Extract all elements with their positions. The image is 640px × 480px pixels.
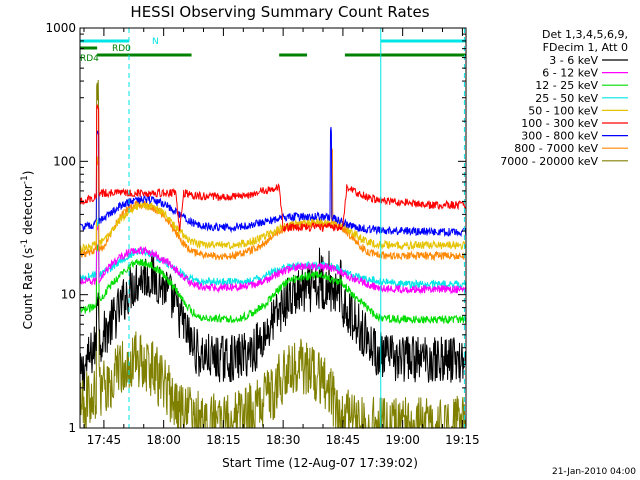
x-tick-label: 18:30 — [266, 433, 301, 447]
y-tick-label: 10 — [61, 288, 76, 302]
series-line-6 — [79, 126, 467, 238]
x-axis-label: Start Time (12-Aug-07 17:39:02) — [222, 456, 418, 470]
flag-label-rd0: RD0 — [112, 44, 131, 54]
y-axis-label-part3: ) — [21, 171, 35, 176]
legend-label: 7000 - 20000 keV — [500, 155, 598, 168]
legend-label: 12 - 25 keV — [535, 79, 598, 92]
legend-label: 6 - 12 keV — [542, 67, 598, 80]
y-axis-label: Count Rate (s-1 detector-1) — [20, 171, 35, 330]
x-tick-label: 18:15 — [206, 433, 241, 447]
legend-label: 3 - 6 keV — [549, 54, 598, 67]
series-line-4 — [79, 155, 467, 253]
series-line-8 — [80, 79, 467, 430]
chart-title: HESSI Observing Summary Count Rates — [130, 3, 429, 21]
flag-label-n: N — [152, 37, 159, 47]
series-line-1 — [79, 224, 467, 295]
y-tick-label: 1 — [68, 421, 76, 435]
series-line-5 — [79, 104, 467, 233]
axes: 1 10 100 1000 17:45 18:00 18:15 18:30 18:45 19:00… — [45, 21, 479, 447]
y-axis-label-sup1: -1 — [20, 239, 30, 248]
x-tick-label: 19:15 — [445, 433, 480, 447]
x-tick-label: 18:45 — [326, 433, 361, 447]
y-axis-label-sup2: -1 — [20, 175, 30, 184]
y-tick-label: 1000 — [45, 21, 76, 35]
vertical-markers — [79, 28, 465, 428]
footer-timestamp: 21-Jan-2010 04:00 — [552, 467, 636, 477]
flag-label-rd4: RD4 — [80, 54, 99, 64]
legend-header-line2: FDecim 1, Att 0 — [543, 41, 628, 54]
y-axis-label-part2: detector — [21, 184, 35, 239]
x-tick-label: 18:00 — [146, 433, 181, 447]
series-line-2 — [79, 243, 467, 325]
legend-label: 25 - 50 keV — [535, 92, 598, 105]
x-tick-label: 17:45 — [87, 433, 122, 447]
legend-label: 800 - 7000 keV — [514, 142, 598, 155]
legend-label: 300 - 800 keV — [521, 130, 598, 143]
series-line-3 — [79, 217, 467, 290]
series-layer — [79, 79, 467, 430]
flag-layer — [80, 39, 466, 57]
legend-header-line1: Det 1,3,4,5,6,9, — [542, 28, 628, 41]
legend-label: 50 - 100 keV — [528, 104, 598, 117]
y-axis-label-part1: Count Rate (s — [21, 248, 35, 330]
series-line-0 — [79, 247, 467, 391]
y-tick-label: 100 — [53, 154, 76, 168]
legend: Det 1,3,4,5,6,9, FDecim 1, Att 0 3 - 6 k… — [500, 28, 628, 168]
plot-frame — [79, 27, 467, 429]
legend-label: 100 - 300 keV — [521, 117, 598, 130]
x-tick-label: 19:00 — [385, 433, 420, 447]
